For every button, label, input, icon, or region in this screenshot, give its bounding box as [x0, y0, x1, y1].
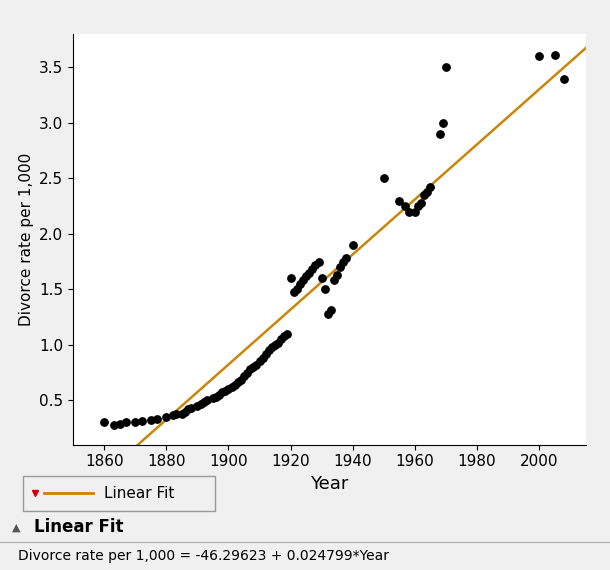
Point: [295, 279, 305, 288]
Text: Linear Fit: Linear Fit: [104, 486, 174, 500]
Point: [220, 387, 230, 396]
Point: [186, 404, 196, 413]
Point: [171, 409, 181, 418]
Point: [236, 376, 246, 385]
Y-axis label: Divorce rate per 1,000: Divorce rate per 1,000: [19, 153, 34, 326]
Point: [230, 380, 240, 389]
Point: [410, 207, 420, 216]
Point: [245, 365, 255, 374]
Point: [121, 418, 131, 427]
Point: [208, 393, 218, 402]
Point: [301, 271, 311, 280]
Point: [214, 390, 224, 399]
Point: [419, 190, 429, 200]
Point: [258, 353, 268, 363]
Point: [109, 420, 118, 429]
Point: [115, 419, 124, 428]
Point: [177, 409, 187, 418]
Point: [217, 388, 227, 397]
Point: [282, 329, 292, 338]
Text: Linear Fit: Linear Fit: [34, 518, 123, 536]
Point: [211, 392, 221, 401]
Text: Divorce rate per 1,000 = -46.29623 + 0.024799*Year: Divorce rate per 1,000 = -46.29623 + 0.0…: [18, 549, 389, 563]
Point: [395, 196, 404, 205]
Point: [342, 254, 351, 263]
Point: [314, 257, 323, 266]
Point: [227, 382, 237, 392]
Point: [310, 260, 320, 270]
Point: [131, 418, 140, 427]
Point: [307, 265, 317, 274]
Point: [279, 331, 289, 340]
Point: [162, 412, 171, 421]
Point: [413, 202, 423, 211]
Point: [202, 396, 212, 405]
Point: [273, 338, 283, 347]
Point: [379, 174, 389, 183]
Point: [425, 183, 435, 192]
Point: [326, 306, 336, 315]
Point: [261, 349, 271, 358]
Point: [285, 274, 295, 283]
Point: [422, 187, 432, 196]
X-axis label: Year: Year: [310, 475, 348, 493]
Point: [137, 417, 146, 426]
Point: [332, 270, 342, 279]
Point: [196, 399, 206, 408]
Point: [438, 119, 448, 128]
Point: [251, 360, 261, 369]
FancyBboxPatch shape: [23, 476, 215, 511]
Point: [239, 371, 249, 380]
Point: [242, 368, 252, 377]
Point: [180, 408, 190, 417]
Point: [329, 276, 339, 285]
Point: [193, 401, 203, 410]
Point: [248, 363, 258, 372]
Point: [435, 129, 445, 139]
Point: [534, 52, 544, 61]
Point: [317, 274, 326, 283]
Point: [289, 287, 298, 296]
Point: [276, 335, 286, 344]
Point: [254, 357, 264, 366]
Text: ▲: ▲: [12, 522, 21, 532]
Point: [270, 340, 280, 349]
Point: [320, 285, 329, 294]
Point: [550, 51, 559, 60]
Point: [183, 405, 193, 414]
Point: [416, 198, 426, 207]
Point: [298, 276, 308, 285]
Point: [267, 343, 277, 352]
Point: [304, 268, 314, 277]
Point: [404, 207, 414, 216]
Point: [99, 418, 109, 427]
Point: [559, 74, 569, 83]
Point: [264, 346, 274, 355]
Point: [146, 416, 156, 425]
Point: [168, 410, 178, 419]
Point: [401, 202, 411, 211]
Point: [348, 241, 357, 250]
Point: [339, 257, 348, 266]
Point: [152, 414, 162, 424]
Point: [199, 398, 209, 407]
Point: [292, 285, 302, 294]
Point: [336, 263, 345, 272]
Point: [441, 63, 451, 72]
Point: [323, 309, 332, 318]
Point: [224, 385, 234, 394]
Point: [233, 378, 243, 387]
